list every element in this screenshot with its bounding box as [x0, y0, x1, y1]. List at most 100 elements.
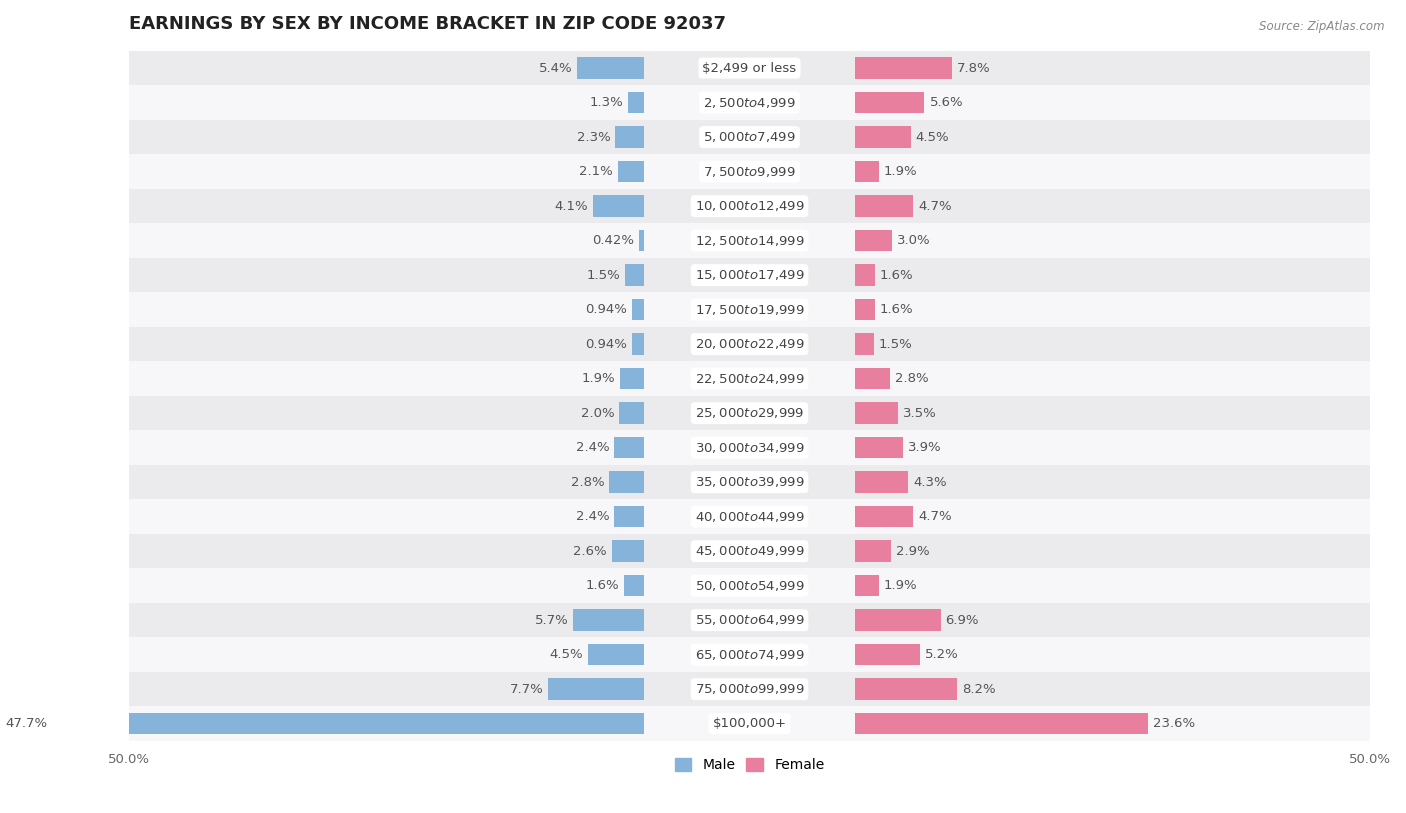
Text: $100,000+: $100,000+: [713, 717, 786, 730]
Text: $45,000 to $49,999: $45,000 to $49,999: [695, 544, 804, 559]
Bar: [129, 637, 1369, 672]
Bar: [576, 58, 644, 79]
Text: $2,500 to $4,999: $2,500 to $4,999: [703, 96, 796, 110]
Bar: [129, 430, 1369, 465]
Bar: [129, 568, 1369, 603]
Text: 5.2%: 5.2%: [925, 648, 959, 661]
Text: 2.9%: 2.9%: [896, 545, 929, 558]
Text: 1.5%: 1.5%: [879, 337, 912, 350]
Text: 4.5%: 4.5%: [915, 131, 949, 144]
Text: 23.6%: 23.6%: [1153, 717, 1195, 730]
Text: 1.9%: 1.9%: [582, 372, 616, 385]
Legend: Male, Female: Male, Female: [669, 753, 830, 778]
Bar: [855, 575, 879, 597]
Bar: [855, 264, 875, 286]
Text: EARNINGS BY SEX BY INCOME BRACKET IN ZIP CODE 92037: EARNINGS BY SEX BY INCOME BRACKET IN ZIP…: [129, 15, 725, 33]
Bar: [612, 541, 644, 562]
Text: $75,000 to $99,999: $75,000 to $99,999: [695, 682, 804, 696]
Bar: [624, 575, 644, 597]
Text: $10,000 to $12,499: $10,000 to $12,499: [695, 199, 804, 213]
Bar: [626, 264, 644, 286]
Bar: [628, 92, 644, 113]
Bar: [620, 368, 644, 389]
Text: $12,500 to $14,999: $12,500 to $14,999: [695, 233, 804, 248]
Bar: [616, 126, 644, 148]
Text: $40,000 to $44,999: $40,000 to $44,999: [695, 510, 804, 524]
Text: Source: ZipAtlas.com: Source: ZipAtlas.com: [1260, 20, 1385, 33]
Bar: [129, 706, 1369, 741]
Text: 0.94%: 0.94%: [585, 303, 627, 316]
Bar: [588, 644, 644, 665]
Bar: [129, 85, 1369, 120]
Bar: [855, 644, 920, 665]
Text: 1.5%: 1.5%: [586, 268, 620, 281]
Bar: [129, 499, 1369, 534]
Text: 2.4%: 2.4%: [575, 441, 609, 454]
Bar: [855, 402, 898, 424]
Text: $5,000 to $7,499: $5,000 to $7,499: [703, 130, 796, 144]
Bar: [855, 58, 952, 79]
Bar: [855, 126, 911, 148]
Text: $2,499 or less: $2,499 or less: [703, 62, 797, 75]
Text: 0.42%: 0.42%: [592, 234, 634, 247]
Text: 4.3%: 4.3%: [914, 476, 948, 489]
Bar: [129, 258, 1369, 293]
Text: 4.1%: 4.1%: [554, 200, 588, 213]
Text: $30,000 to $34,999: $30,000 to $34,999: [695, 441, 804, 454]
Text: 0.94%: 0.94%: [585, 337, 627, 350]
Bar: [129, 120, 1369, 154]
Bar: [129, 224, 1369, 258]
Bar: [129, 534, 1369, 568]
Text: 3.9%: 3.9%: [908, 441, 942, 454]
Text: 8.2%: 8.2%: [962, 683, 995, 696]
Text: 1.9%: 1.9%: [883, 579, 917, 592]
Bar: [129, 672, 1369, 706]
Bar: [609, 472, 644, 493]
Text: 1.6%: 1.6%: [880, 303, 914, 316]
Text: $15,000 to $17,499: $15,000 to $17,499: [695, 268, 804, 282]
Bar: [855, 437, 904, 459]
Text: $22,500 to $24,999: $22,500 to $24,999: [695, 372, 804, 385]
Bar: [548, 679, 644, 700]
Bar: [855, 679, 956, 700]
Text: $25,000 to $29,999: $25,000 to $29,999: [695, 406, 804, 420]
Bar: [614, 437, 644, 459]
Text: 2.8%: 2.8%: [571, 476, 605, 489]
Bar: [855, 195, 914, 217]
Bar: [129, 362, 1369, 396]
Text: $55,000 to $64,999: $55,000 to $64,999: [695, 613, 804, 627]
Text: 1.6%: 1.6%: [880, 268, 914, 281]
Text: 7.7%: 7.7%: [510, 683, 544, 696]
Text: 5.7%: 5.7%: [534, 614, 568, 627]
Bar: [855, 713, 1147, 734]
Bar: [619, 161, 644, 182]
Bar: [129, 154, 1369, 189]
Text: 5.6%: 5.6%: [929, 96, 963, 109]
Text: 3.0%: 3.0%: [897, 234, 931, 247]
Bar: [129, 293, 1369, 327]
Bar: [855, 299, 875, 320]
Bar: [855, 610, 941, 631]
Text: 2.6%: 2.6%: [574, 545, 607, 558]
Bar: [129, 327, 1369, 362]
Text: 4.7%: 4.7%: [918, 200, 952, 213]
Bar: [129, 189, 1369, 224]
Text: 2.1%: 2.1%: [579, 165, 613, 178]
Text: $7,500 to $9,999: $7,500 to $9,999: [703, 164, 796, 179]
Bar: [129, 465, 1369, 499]
Bar: [855, 230, 893, 251]
Bar: [855, 161, 879, 182]
Text: $50,000 to $54,999: $50,000 to $54,999: [695, 579, 804, 593]
Text: 2.4%: 2.4%: [575, 511, 609, 523]
Text: 2.0%: 2.0%: [581, 406, 614, 420]
Bar: [129, 396, 1369, 430]
Text: 4.7%: 4.7%: [918, 511, 952, 523]
Bar: [855, 472, 908, 493]
Bar: [614, 506, 644, 528]
Bar: [129, 51, 1369, 85]
Text: 1.6%: 1.6%: [585, 579, 619, 592]
Text: $20,000 to $22,499: $20,000 to $22,499: [695, 337, 804, 351]
Text: 1.3%: 1.3%: [589, 96, 623, 109]
Bar: [574, 610, 644, 631]
Text: $35,000 to $39,999: $35,000 to $39,999: [695, 475, 804, 489]
